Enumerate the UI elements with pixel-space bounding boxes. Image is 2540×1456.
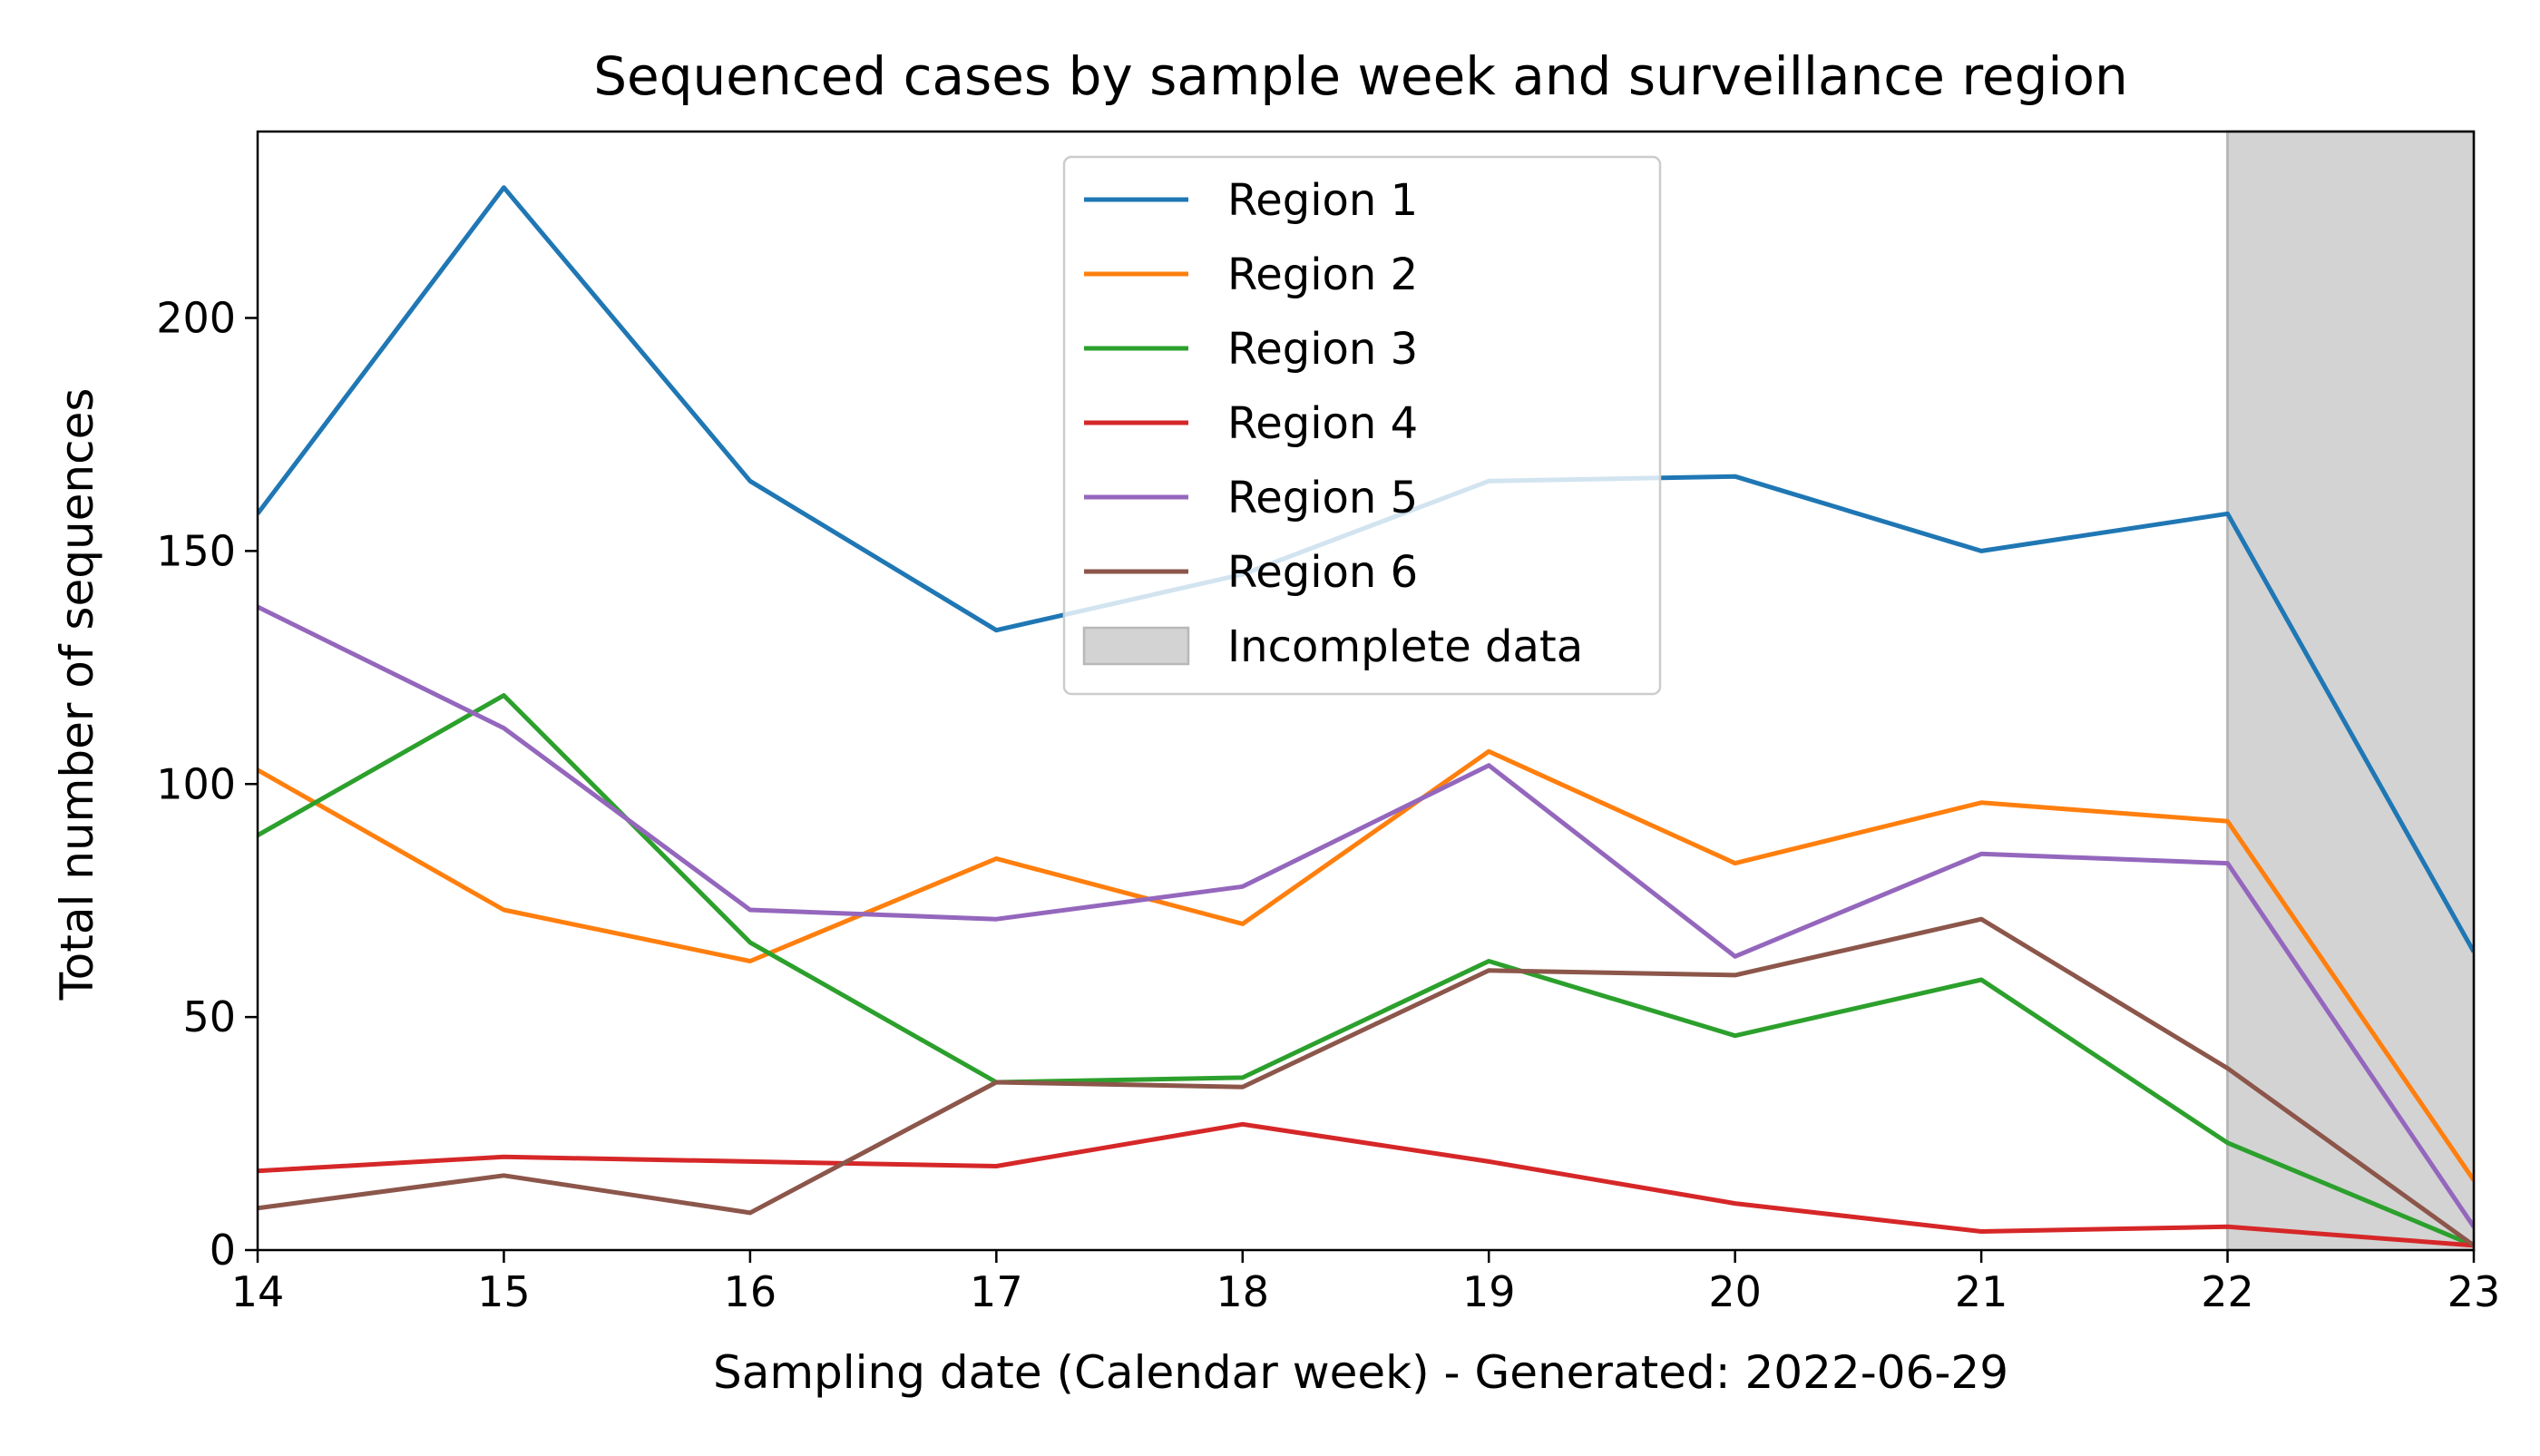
- x-tick-label: 16: [724, 1267, 777, 1316]
- x-tick-label: 14: [231, 1267, 285, 1316]
- y-axis-label: Total number of sequences: [51, 388, 103, 1002]
- legend-box: [1062, 155, 1662, 696]
- legend-label: Region 2: [1227, 249, 1418, 300]
- legend-label: Region 6: [1227, 547, 1418, 598]
- x-tick-label: 21: [1955, 1267, 2008, 1316]
- legend-label: Region 3: [1227, 324, 1418, 375]
- y-tick-label: 100: [156, 759, 236, 808]
- series-line-region-4: [258, 1121, 2474, 1248]
- x-tick-label: 20: [1708, 1267, 1762, 1316]
- y-tick-label: 150: [156, 526, 236, 575]
- legend-label: Region 4: [1227, 398, 1418, 449]
- series-line-region-6: [258, 916, 2474, 1247]
- incomplete-data-region: [2226, 130, 2476, 1252]
- legend-label: Incomplete data: [1227, 621, 1583, 672]
- chart-title: Sequenced cases by sample week and surve…: [593, 45, 2128, 107]
- series-line-region-5: [258, 604, 2474, 1228]
- x-tick-label: 18: [1216, 1267, 1270, 1316]
- y-tick-label: 0: [210, 1226, 236, 1275]
- x-axis-label: Sampling date (Calendar week) - Generate…: [713, 1346, 2008, 1399]
- x-tick-label: 22: [2201, 1267, 2254, 1316]
- x-tick-label: 15: [477, 1267, 531, 1316]
- legend-swatch-incomplete-data: [1082, 626, 1190, 666]
- legend: Region 1 Region 2 Region 3 Region 4 Region 5…: [1062, 155, 1662, 696]
- plot-frame: [256, 130, 2476, 1252]
- x-tick-label: 19: [1462, 1267, 1516, 1316]
- x-tick-label: 17: [970, 1267, 1023, 1316]
- legend-label: Region 1: [1227, 175, 1418, 226]
- series-line-region-2: [258, 748, 2474, 1182]
- legend-label: Region 5: [1227, 473, 1418, 523]
- y-tick-label: 200: [156, 294, 236, 343]
- x-tick-label: 23: [2447, 1267, 2501, 1316]
- y-tick-label: 50: [182, 992, 236, 1041]
